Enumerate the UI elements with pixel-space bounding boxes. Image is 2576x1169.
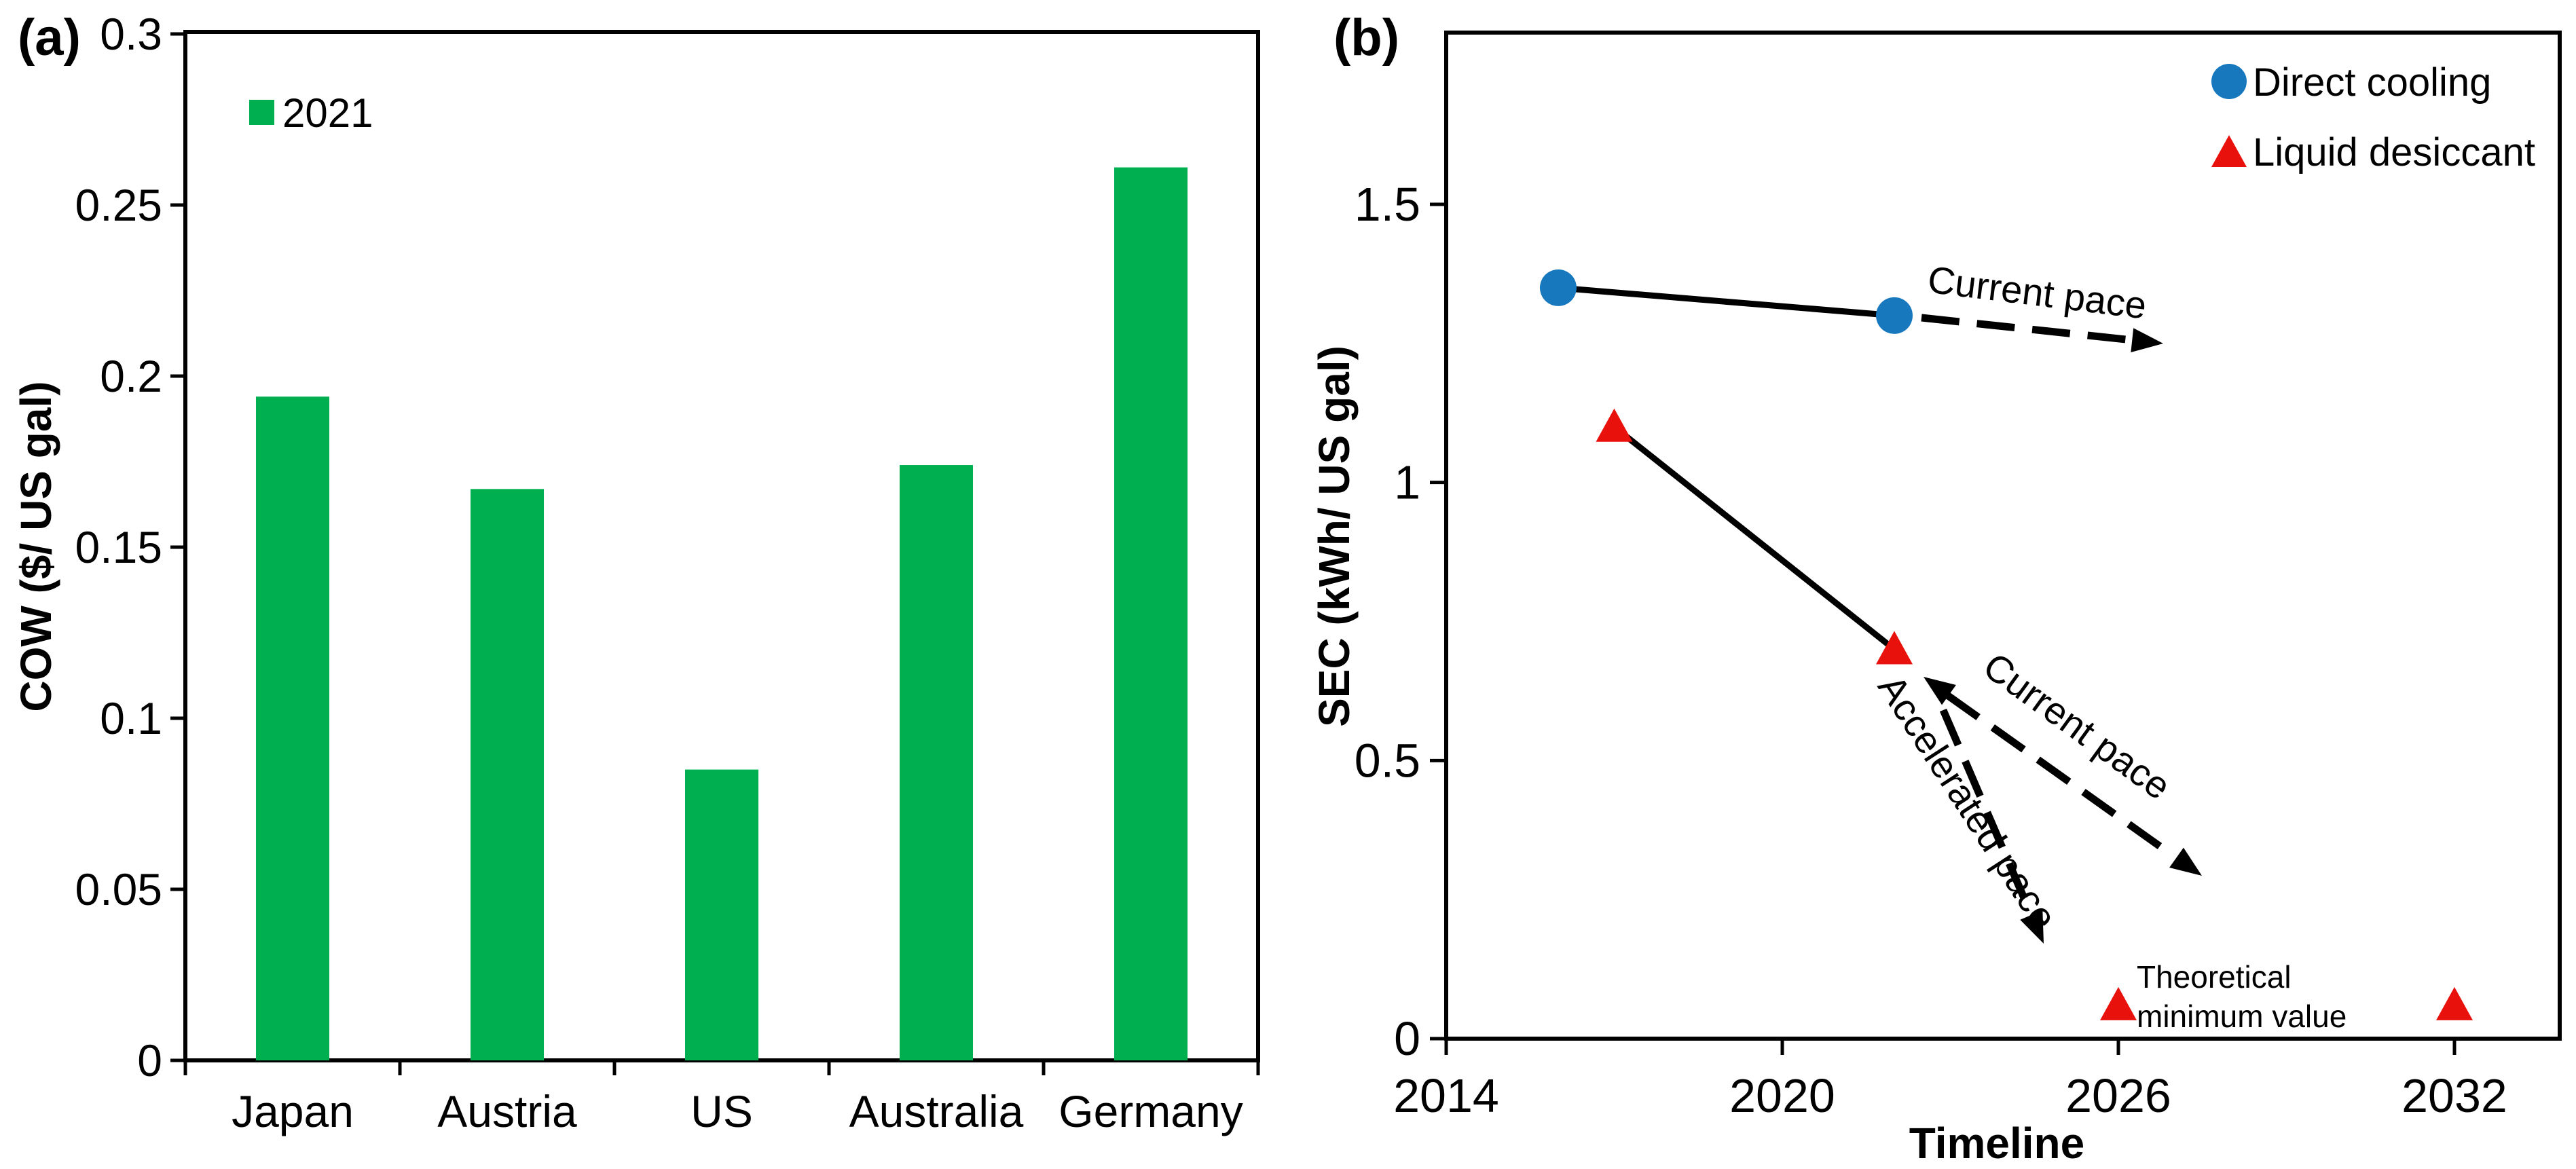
- chart-b-scatter-chart: 0 0.5 1 1.5 2014 2020 2026 2032 SEC (kWh/ US gal…: [1310, 31, 2562, 1168]
- svg-text:Direct cooling: Direct cooling: [2253, 60, 2491, 105]
- svg-text:2020: 2020: [1729, 1069, 1835, 1122]
- svg-text:0: 0: [137, 1035, 162, 1086]
- svg-text:2026: 2026: [2065, 1069, 2171, 1122]
- svg-text:Current pace: Current pace: [1926, 258, 2149, 327]
- svg-text:COW ($/ US gal): COW ($/ US gal): [12, 381, 60, 711]
- panel-a-label: (a): [18, 9, 81, 67]
- svg-text:minimum value: minimum value: [2137, 999, 2347, 1034]
- svg-text:0.15: 0.15: [75, 522, 162, 572]
- svg-text:1: 1: [1394, 456, 1420, 509]
- panel-b-label: (b): [1333, 9, 1400, 67]
- svg-text:0.05: 0.05: [75, 864, 162, 914]
- svg-text:Current pace: Current pace: [1976, 644, 2179, 808]
- svg-text:US: US: [691, 1086, 753, 1136]
- svg-text:Austria: Austria: [437, 1086, 577, 1136]
- chart-a-bar-chart: 0 0.05 0.1 0.15 0.2 0.25 0.3 Japan Austria US Aust…: [12, 9, 1260, 1136]
- svg-text:0.25: 0.25: [75, 180, 162, 230]
- svg-text:2021: 2021: [282, 90, 373, 136]
- svg-text:Germany: Germany: [1059, 1086, 1243, 1136]
- svg-text:Timeline: Timeline: [1909, 1119, 2084, 1168]
- svg-text:0.2: 0.2: [100, 351, 162, 401]
- svg-text:1.5: 1.5: [1355, 178, 1420, 231]
- svg-text:Japan: Japan: [232, 1086, 354, 1136]
- svg-text:Liquid desiccant: Liquid desiccant: [2253, 130, 2535, 174]
- svg-text:0.1: 0.1: [100, 693, 162, 743]
- svg-text:0: 0: [1394, 1012, 1420, 1065]
- svg-text:0.3: 0.3: [100, 9, 162, 59]
- svg-text:Theoretical: Theoretical: [2137, 959, 2292, 995]
- svg-text:0.5: 0.5: [1355, 734, 1420, 787]
- svg-text:2032: 2032: [2402, 1069, 2507, 1122]
- svg-text:SEC (kWh/ US gal): SEC (kWh/ US gal): [1310, 346, 1359, 727]
- svg-text:Australia: Australia: [849, 1086, 1024, 1136]
- svg-text:2014: 2014: [1393, 1069, 1499, 1122]
